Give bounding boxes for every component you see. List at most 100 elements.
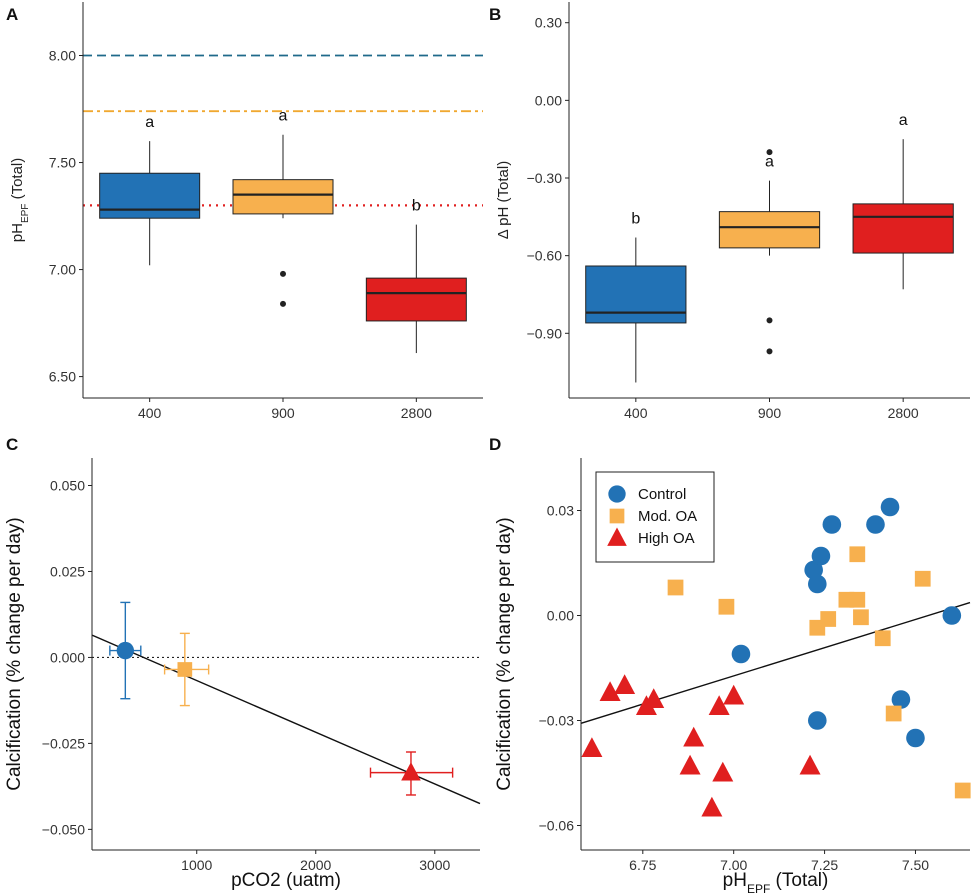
y-tick-label: −0.30 xyxy=(527,170,563,186)
x-tick-label: 7.50 xyxy=(902,857,929,873)
x-tick-label: 900 xyxy=(758,405,782,421)
panel-b: b a a −0.90 −0.60 −0.30 0.00 0.30 400 900 2800 Δ pH… xyxy=(489,2,970,421)
box-2800 xyxy=(365,277,467,322)
x-tick-label: 400 xyxy=(624,405,648,421)
y-tick-label: 8.00 xyxy=(49,48,76,64)
data-point-mod-oa xyxy=(849,546,866,563)
x-tick-label: 1000 xyxy=(181,857,212,873)
significance-letter: a xyxy=(765,154,774,171)
box-2800 xyxy=(852,203,954,254)
data-point-control xyxy=(822,515,842,534)
data-point-high-oa xyxy=(599,681,621,701)
y-tick-label: −0.06 xyxy=(539,818,575,834)
x-tick-label: 7.00 xyxy=(720,857,747,873)
y-tick-label: 6.50 xyxy=(49,369,76,385)
data-point-high-oa xyxy=(708,695,730,715)
legend-high-oa-icon xyxy=(607,527,627,546)
y-tick-label: 7.50 xyxy=(49,155,76,171)
significance-letter: b xyxy=(412,198,421,215)
x-tick-label: 7.25 xyxy=(811,857,838,873)
x-tick-label: 6.75 xyxy=(629,857,656,873)
x-tick-label: 2000 xyxy=(300,857,331,873)
x-tick-label: 400 xyxy=(138,405,162,421)
x-tick-label: 3000 xyxy=(419,857,450,873)
data-point-high-oa xyxy=(799,754,821,775)
x-axis-title: pHEPF (Total) xyxy=(723,870,829,896)
outlier-point xyxy=(766,149,773,156)
panel-c: −0.050 −0.025 0.000 0.025 0.050 1000 2000 3000 p… xyxy=(4,435,481,891)
x-axis-title: pCO2 (uatm) xyxy=(231,870,341,891)
y-tick-label: −0.050 xyxy=(42,821,85,837)
regression-line xyxy=(580,601,971,724)
legend: Control Mod. OA High OA xyxy=(595,471,715,563)
data-point-high-oa xyxy=(701,796,723,817)
outlier-point xyxy=(280,300,286,307)
panel-label: C xyxy=(6,435,18,454)
data-point-control xyxy=(808,711,827,730)
data-point-high-oa xyxy=(581,737,603,757)
x-tick-label: 2800 xyxy=(401,405,432,421)
outlier-point xyxy=(280,270,286,277)
box-400 xyxy=(99,172,201,219)
y-tick-label: 0.30 xyxy=(535,15,562,31)
significance-letter: a xyxy=(899,112,908,129)
mean-point-900 xyxy=(177,662,193,677)
legend-label: Mod. OA xyxy=(638,508,697,525)
data-point-control xyxy=(906,728,925,748)
data-point-high-oa xyxy=(679,754,701,775)
data-point-control xyxy=(808,574,827,594)
box-400 xyxy=(585,265,687,324)
panel-d: Control Mod. OA High OA −0.06 −0.03 0.00 0.03 6… xyxy=(489,435,971,896)
y-tick-label: 0.050 xyxy=(50,478,85,494)
y-axis-title: pHEPF (Total) xyxy=(9,158,31,242)
data-point-control xyxy=(891,690,911,709)
y-tick-label: 0.00 xyxy=(535,92,562,108)
significance-letter: a xyxy=(279,108,288,125)
data-point-mod-oa xyxy=(954,782,971,799)
legend-label: Control xyxy=(638,486,686,503)
data-point-control xyxy=(880,497,900,517)
data-point-high-oa xyxy=(723,684,745,705)
data-point-control xyxy=(804,560,823,580)
data-point-mod-oa xyxy=(718,598,735,615)
data-point-high-oa xyxy=(712,761,734,782)
outlier-point xyxy=(766,317,773,324)
data-point-mod-oa xyxy=(849,591,866,608)
data-point-high-oa xyxy=(643,688,665,708)
data-point-mod-oa xyxy=(820,611,837,627)
outlier-point xyxy=(766,348,773,355)
data-point-mod-oa xyxy=(667,579,684,596)
panel-label: D xyxy=(489,435,501,454)
data-point-high-oa xyxy=(614,674,636,694)
data-point-mod-oa xyxy=(874,630,891,647)
mean-point-400 xyxy=(116,641,135,660)
data-point-mod-oa xyxy=(885,705,902,722)
y-tick-label: 7.00 xyxy=(49,262,76,278)
y-tick-label: 0.025 xyxy=(50,563,85,579)
y-axis-title: Calcification (% change per day) xyxy=(4,517,25,791)
significance-letter: a xyxy=(145,114,154,131)
box-900 xyxy=(718,211,821,249)
x-tick-label: 2800 xyxy=(888,405,919,421)
y-tick-label: −0.025 xyxy=(42,735,85,751)
y-tick-label: 0.00 xyxy=(547,608,574,624)
y-tick-label: 0.03 xyxy=(547,503,574,519)
data-point-control xyxy=(731,644,751,664)
data-point-high-oa xyxy=(683,726,705,747)
significance-letter: b xyxy=(631,211,640,228)
legend-control-icon xyxy=(608,485,626,503)
regression-line xyxy=(91,634,481,805)
data-point-control xyxy=(866,515,885,534)
data-point-control xyxy=(811,546,831,566)
y-tick-label: −0.60 xyxy=(527,248,563,264)
mean-point-2800 xyxy=(401,762,421,781)
x-tick-label: 900 xyxy=(271,405,295,421)
data-point-mod-oa xyxy=(914,570,931,587)
panel-a: a a b 6.50 7.00 7.50 8.00 400 900 2800 pHEPF (Tota… xyxy=(6,2,483,421)
legend-mod-oa-icon xyxy=(609,508,625,524)
y-axis-title: Δ pH (Total) xyxy=(495,161,512,239)
y-axis-title: Calcification (% change per day) xyxy=(494,517,515,791)
panel-label: B xyxy=(489,5,501,24)
data-point-mod-oa xyxy=(853,609,869,626)
